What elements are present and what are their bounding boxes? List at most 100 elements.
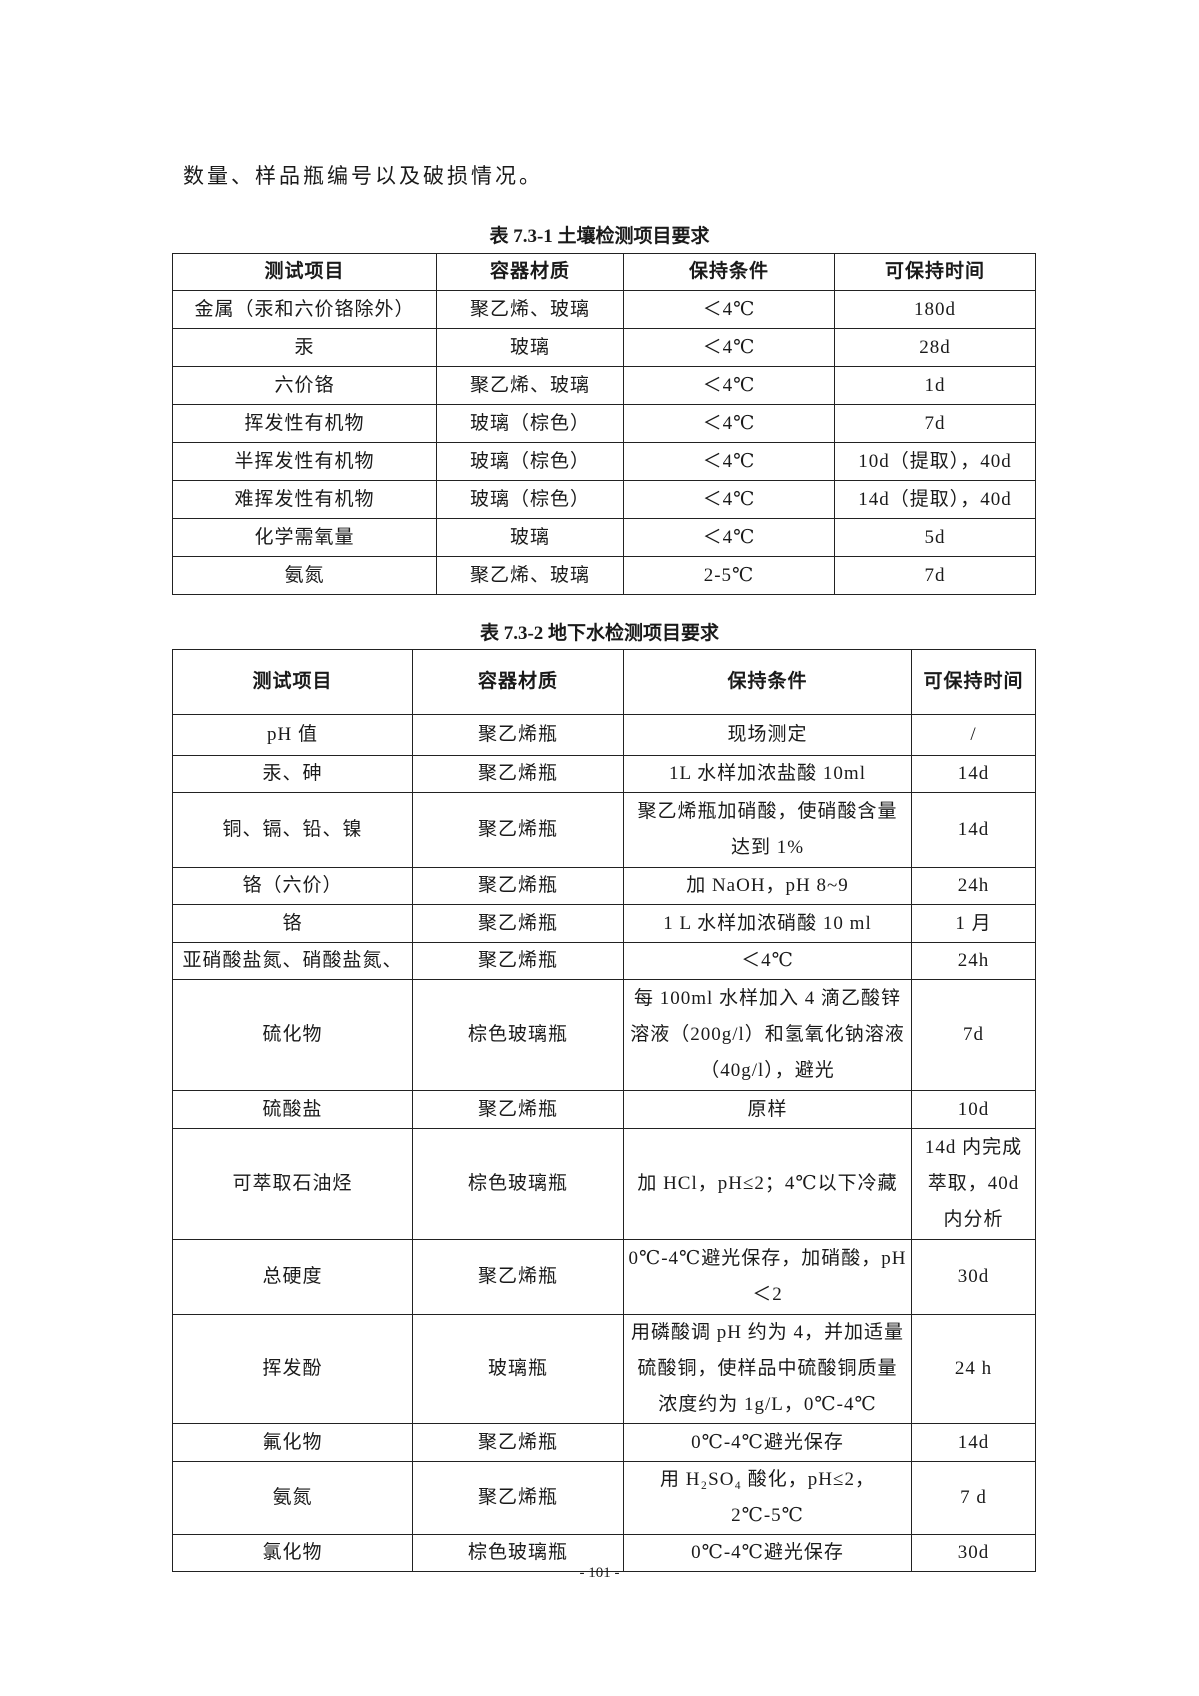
table-row: 硫酸盐 聚乙烯瓶 原样 10d <box>172 1090 1036 1129</box>
table-cell: 六价铬 <box>172 366 437 405</box>
soil-testing-table: 测试项目 容器材质 保持条件 可保持时间 金属（汞和六价铬除外） 聚乙烯、玻璃 ＜4℃ 18… <box>172 253 1036 595</box>
table-row: pH 值聚乙烯瓶 现场测定 / <box>172 714 1036 756</box>
table-cell: 24h <box>911 942 1036 980</box>
table-cell: 原样 <box>623 1090 912 1129</box>
table-cell: ＜4℃ <box>623 404 835 443</box>
table-cell: 氯化物 <box>172 1534 413 1572</box>
table-row: 化学需氧量 玻璃 ＜4℃ 5d <box>172 518 1036 557</box>
table-cell: 氨氮 <box>172 556 437 595</box>
table-row: 金属（汞和六价铬除外） 聚乙烯、玻璃 ＜4℃ 180d <box>172 290 1036 329</box>
table-row: 铬聚乙烯瓶 1 L 水样加浓硝酸 10 ml 1 月 <box>172 904 1036 943</box>
table-cell: 7d <box>834 556 1036 595</box>
table-cell: 28d <box>834 328 1036 367</box>
table-cell: 硫化物 <box>172 979 413 1091</box>
table-cell: 氟化物 <box>172 1423 413 1462</box>
table-cell: 玻璃 <box>436 518 624 557</box>
table-row: 六价铬 聚乙烯、玻璃 ＜4℃ 1d <box>172 366 1036 405</box>
table-cell: 聚乙烯瓶 <box>412 867 624 905</box>
table-cell: 聚乙烯瓶 <box>412 1239 624 1315</box>
table-row: 铬（六价） 聚乙烯瓶加 NaOH，pH 8~9 24h <box>172 867 1036 905</box>
table-cell: 玻璃瓶 <box>412 1314 624 1424</box>
table-cell: 14d 内完成萃取，40d 内分析 <box>911 1128 1036 1240</box>
table-cell: 14d <box>911 755 1036 793</box>
table-cell: 10d <box>911 1090 1036 1129</box>
table-cell: 1d <box>834 366 1036 405</box>
table-cell: 加 NaOH，pH 8~9 <box>623 867 912 905</box>
table-row: 汞玻璃 ＜4℃ 28d <box>172 328 1036 367</box>
table-cell: 铬 <box>172 904 413 943</box>
table-cell: ＜4℃ <box>623 942 912 980</box>
table-cell: 挥发性有机物 <box>172 404 437 443</box>
column-header: 可保持时间 <box>911 649 1036 715</box>
table-cell: 1 L 水样加浓硝酸 10 ml <box>623 904 912 943</box>
table-cell: 14d <box>911 1423 1036 1462</box>
table-cell: 硫酸盐 <box>172 1090 413 1129</box>
table-cell: / <box>911 714 1036 756</box>
table1-caption: 表 7.3-1 土壤检测项目要求 <box>489 226 710 247</box>
table-cell: 化学需氧量 <box>172 518 437 557</box>
column-header: 测试项目 <box>172 253 437 291</box>
table-cell: ＜4℃ <box>623 366 835 405</box>
table-cell: 现场测定 <box>623 714 912 756</box>
table-row: 挥发性有机物 玻璃（棕色） ＜4℃ 7d <box>172 404 1036 443</box>
table-cell: 7 d <box>911 1461 1036 1535</box>
table-row: 难挥发性有机物 玻璃（棕色） ＜4℃ 14d（提取），40d <box>172 480 1036 519</box>
table-cell: 棕色玻璃瓶 <box>412 1128 624 1240</box>
table-cell: 7d <box>834 404 1036 443</box>
table-row: 铜、镉、铅、镍 聚乙烯瓶 聚乙烯瓶加硝酸，使硝酸含量达到 1% 14d <box>172 792 1036 868</box>
table-cell: ＜4℃ <box>623 290 835 329</box>
table-cell: 玻璃（棕色） <box>436 480 624 519</box>
table-cell: 铜、镉、铅、镍 <box>172 792 413 868</box>
table-cell: pH 值 <box>172 714 413 756</box>
table-cell: 半挥发性有机物 <box>172 442 437 481</box>
table-cell: 30d <box>911 1239 1036 1315</box>
table-cell: 玻璃（棕色） <box>436 404 624 443</box>
table-cell: 聚乙烯瓶 <box>412 1461 624 1535</box>
table2-caption: 表 7.3-2 地下水检测项目要求 <box>479 623 720 644</box>
table-row: 氟化物 聚乙烯瓶 0℃-4℃避光保存 14d <box>172 1423 1036 1462</box>
table-cell: 0℃-4℃避光保存，加硝酸，pH＜2 <box>623 1239 912 1315</box>
table-header-row: 测试项目 容器材质 保持条件 可保持时间 <box>172 649 1036 715</box>
table-cell: 聚乙烯、玻璃 <box>436 290 624 329</box>
page-number: - 101 - <box>579 1565 620 1581</box>
table-cell: 亚硝酸盐氮、硝酸盐氮、 <box>172 942 413 980</box>
table-cell: 聚乙烯瓶 <box>412 942 624 980</box>
table-cell: 聚乙烯瓶 <box>412 1423 624 1462</box>
table-row: 硫化物 棕色玻璃瓶每 100ml 水样加入 4 滴乙酸锌溶液（200g/l）和氢氧… <box>172 979 1036 1091</box>
table-cell: 加 HCl，pH≤2；4℃以下冷藏 <box>623 1128 912 1240</box>
table-cell: 14d <box>911 792 1036 868</box>
table-row: 可萃取石油烃 棕色玻璃瓶加 HCl，pH≤2；4℃以下冷藏 14d 内完成萃取，40… <box>172 1128 1036 1240</box>
table-cell: 5d <box>834 518 1036 557</box>
column-header: 保持条件 <box>623 253 835 291</box>
table-cell: 24 h <box>911 1314 1036 1424</box>
column-header: 测试项目 <box>172 649 413 715</box>
table-row: 总硬度 聚乙烯瓶 0℃-4℃避光保存，加硝酸，pH＜2 30d <box>172 1239 1036 1315</box>
table-row: 氨氮 聚乙烯瓶用 H₂SO₄ 酸化，pH≤2，2℃-5℃ 7 d <box>172 1461 1036 1535</box>
table-cell: 挥发酚 <box>172 1314 413 1424</box>
column-header: 可保持时间 <box>834 253 1036 291</box>
intro-paragraph: 数量、样品瓶编号以及破损情况。 <box>183 164 543 188</box>
table-cell: 汞 <box>172 328 437 367</box>
table-cell: 棕色玻璃瓶 <box>412 979 624 1091</box>
table-cell: 聚乙烯瓶加硝酸，使硝酸含量达到 1% <box>623 792 912 868</box>
table-cell: ＜4℃ <box>623 518 835 557</box>
table-row: 氨氮 聚乙烯、玻璃 2-5℃ 7d <box>172 556 1036 595</box>
table-cell: 聚乙烯、玻璃 <box>436 366 624 405</box>
table-cell: ＜4℃ <box>623 442 835 481</box>
table-row: 亚硝酸盐氮、硝酸盐氮、 聚乙烯瓶 ＜4℃ 24h <box>172 942 1036 980</box>
table-cell: 14d（提取），40d <box>834 480 1036 519</box>
table-cell: 10d（提取），40d <box>834 442 1036 481</box>
table-cell: 用 H₂SO₄ 酸化，pH≤2，2℃-5℃ <box>623 1461 912 1535</box>
table-cell: 玻璃 <box>436 328 624 367</box>
table-cell: 难挥发性有机物 <box>172 480 437 519</box>
table-cell: 可萃取石油烃 <box>172 1128 413 1240</box>
table-cell: ＜4℃ <box>623 328 835 367</box>
groundwater-testing-table: 测试项目 容器材质 保持条件 可保持时间 pH 值聚乙烯瓶 现场测定 / 汞、砷 聚乙烯瓶 1L… <box>172 649 1036 1572</box>
table-cell: 汞、砷 <box>172 755 413 793</box>
table-cell: 用磷酸调 pH 约为 4，并加适量硫酸铜，使样品中硫酸铜质量浓度约为 1g/L，… <box>623 1314 912 1424</box>
table-cell: 2-5℃ <box>623 556 835 595</box>
table-cell: 每 100ml 水样加入 4 滴乙酸锌溶液（200g/l）和氢氧化钠溶液（40g… <box>623 979 912 1091</box>
table-cell: 棕色玻璃瓶 <box>412 1534 624 1572</box>
column-header: 容器材质 <box>436 253 624 291</box>
table-row: 半挥发性有机物 玻璃（棕色） ＜4℃ 10d（提取），40d <box>172 442 1036 481</box>
